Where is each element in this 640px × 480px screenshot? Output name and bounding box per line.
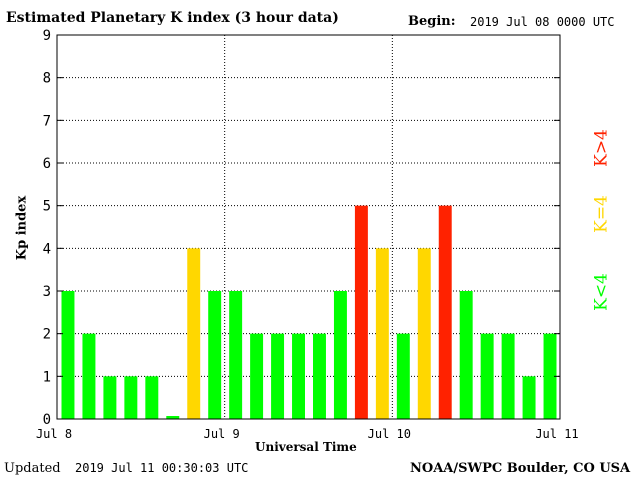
y-tick-label: 3 [43,284,51,300]
x-tick-label: Jul 10 [368,427,411,441]
legend-k-greater-4: K>4 [591,129,612,167]
y-tick-label: 6 [43,156,51,172]
kp-bar [166,416,180,419]
updated-value: 2019 Jul 11 00:30:03 UTC [75,461,249,475]
grid-lines [57,35,560,419]
y-tick-label: 5 [43,199,51,215]
kp-bar [543,333,557,419]
y-tick-label: 0 [43,412,51,428]
y-tick-label: 9 [43,28,51,44]
kp-bar [480,333,494,419]
plot-frame [56,34,561,420]
y-tick-label: 7 [43,113,51,129]
y-tick-label: 8 [43,71,51,87]
x-tick-label: Jul 8 [36,427,72,441]
kp-bar [292,333,305,419]
updated-label: Updated [4,461,61,476]
legend-k-equal-4: K=4 [591,195,612,233]
kp-bar [375,248,389,419]
x-axis-label: Universal Time [255,440,357,454]
begin-label: Begin: [408,14,456,29]
y-tick-label: 1 [43,369,51,385]
begin-value: 2019 Jul 08 0000 UTC [470,15,615,29]
kp-bar [438,205,452,419]
kp-bar [354,205,368,419]
x-tick-label: Jul 11 [535,427,578,441]
kp-bar [459,291,473,419]
kp-bar [396,333,410,419]
kp-bar [208,291,222,419]
kp-bar [250,333,264,419]
kp-bar [313,333,326,419]
kp-bar [124,376,138,419]
kp-bar [501,333,515,419]
kp-bar [522,376,536,419]
y-tick-label: 2 [43,327,51,343]
kp-bar [187,248,201,419]
kp-bar [229,291,243,419]
kp-bar [145,376,159,419]
kp-bar [61,291,75,419]
legend-k-less-4: K<4 [591,273,612,311]
x-tick-label: Jul 9 [204,427,240,441]
bars [61,205,557,419]
kp-bar [333,291,347,419]
chart-title: Estimated Planetary K index (3 hour data… [6,10,339,26]
kp-bar [271,333,285,419]
y-tick-label: 4 [43,241,51,257]
axis-ticks: 0 1 2 3 4 5 6 7 8 9 Jul 8 Jul 9 Jul 10 Jul 11 [36,28,579,441]
credit-text: NOAA/SWPC Boulder, CO USA [410,461,631,476]
kp-bar [103,376,117,419]
kp-bar [417,248,431,419]
kp-bar [82,333,96,419]
